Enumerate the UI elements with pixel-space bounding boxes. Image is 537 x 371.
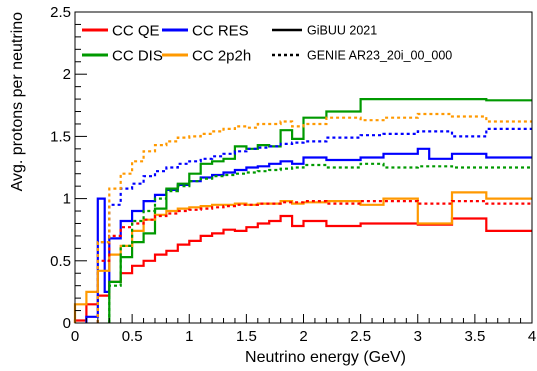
x-tick-label: 4 [528, 328, 536, 345]
legend-model-label: GENIE AR23_20i_00_000 [307, 49, 452, 63]
x-tick-label: 3.5 [464, 328, 485, 345]
series-cc-res-dotted [96, 127, 532, 323]
x-axis-label: Neutrino energy (GeV) [245, 349, 406, 366]
series-cc-dis-solid [108, 98, 532, 323]
series-cc-qe-dotted [96, 200, 532, 323]
x-tick-label: 0 [71, 328, 79, 345]
y-tick-label: 1 [63, 191, 71, 208]
legend-label: CC DIS [112, 48, 163, 65]
legend-label: CC 2p2h [192, 48, 251, 65]
y-tick-label: 0 [63, 315, 71, 332]
series-cc-2p2h-dotted [96, 112, 532, 323]
series-cc-qe-solid [73, 214, 532, 323]
legend-model-label: GiBUU 2021 [307, 24, 377, 38]
x-tick-label: 1.5 [236, 328, 257, 345]
y-tick-label: 2.5 [50, 4, 71, 21]
y-axis-label: Avg. protons per neutrino [9, 12, 26, 191]
x-tick-label: 2.5 [350, 328, 371, 345]
legend-label: CC RES [192, 23, 249, 40]
ticks-layer: 0 0.5 1 1.5 2 2.5 3 3.5 4 0 0.5 1 1.5 2 2.5 [50, 4, 536, 345]
legend: CC QE CC RES CC DIS CC 2p2h GiBUU 2021 GENIE … [82, 23, 452, 65]
x-tick-label: 3 [414, 328, 422, 345]
x-tick-label: 2 [299, 328, 307, 345]
y-tick-label: 0.5 [50, 253, 71, 270]
y-tick-label: 2 [63, 66, 71, 83]
legend-label: CC QE [112, 23, 160, 40]
y-tick-label: 1.5 [50, 128, 71, 145]
series-cc-res-solid [85, 147, 532, 323]
series-layer [73, 98, 532, 323]
x-tick-label: 0.5 [122, 328, 143, 345]
x-tick-label: 1 [185, 328, 193, 345]
